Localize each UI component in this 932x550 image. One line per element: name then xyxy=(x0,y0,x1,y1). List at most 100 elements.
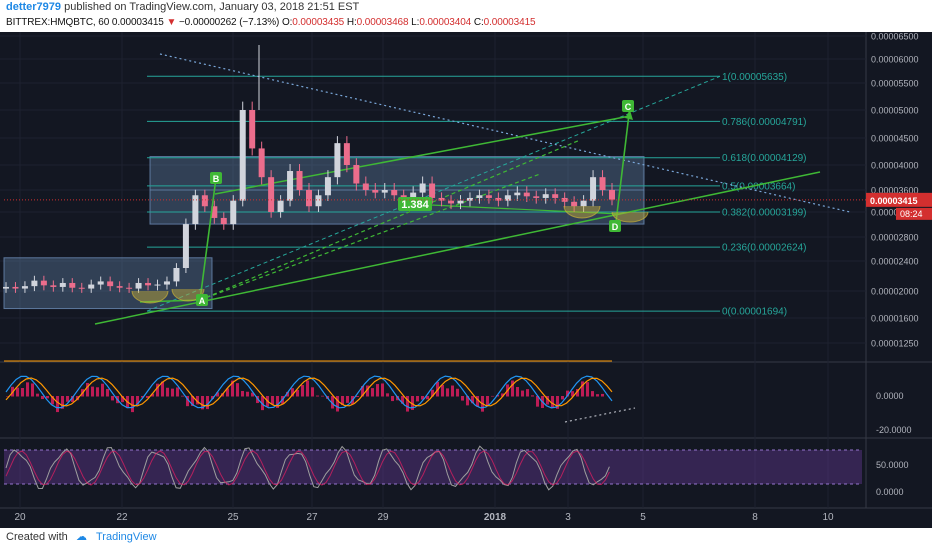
trend-lines xyxy=(94,53,851,325)
macd-histogram-bar xyxy=(511,380,514,397)
candle-body xyxy=(192,195,199,225)
candle-body xyxy=(40,280,47,286)
macd-histogram-bar xyxy=(51,396,54,405)
fib-level-label: 0(0.00001694) xyxy=(722,307,787,318)
macd-histogram-bar xyxy=(106,388,109,397)
macd-histogram-bar xyxy=(321,395,324,397)
macd-histogram-bar xyxy=(601,393,604,397)
macd-histogram-bar xyxy=(121,396,124,403)
macd-tick-label: -20.0000 xyxy=(876,425,912,435)
candle-body xyxy=(495,197,502,201)
candle-body xyxy=(21,286,28,289)
candle-body xyxy=(249,110,256,149)
price-axis[interactable]: 0.00006500 0.00006000 0.00005500 0.00005000… xyxy=(871,32,919,497)
fib-level-label: 1(0.00005635) xyxy=(722,72,787,83)
candle-body xyxy=(126,287,133,289)
macd-histogram-bar xyxy=(251,392,254,397)
candle-body xyxy=(277,200,284,212)
candle-body xyxy=(239,110,246,201)
macd-histogram-bar xyxy=(361,386,364,397)
macd-histogram-bar xyxy=(516,387,519,397)
close-value: 0.00003415 xyxy=(483,17,536,28)
macd-histogram-bar xyxy=(156,383,159,397)
macd-histogram-bar xyxy=(91,386,94,397)
macd-histogram-bar xyxy=(556,396,559,409)
point-label-bg xyxy=(609,220,621,232)
macd-histogram-bar xyxy=(146,396,149,398)
tradingview-brand[interactable]: TradingView xyxy=(96,531,157,543)
time-tick-label: 25 xyxy=(227,512,239,523)
macd-tick-label: 0.0000 xyxy=(876,391,904,401)
macd-histogram-bar xyxy=(451,385,454,397)
candle-body xyxy=(12,286,19,289)
point-label-bg xyxy=(622,100,634,112)
candle-body xyxy=(457,200,464,204)
candle-body xyxy=(116,286,123,288)
macd-pane xyxy=(4,360,636,423)
macd-histogram-bar xyxy=(111,396,114,401)
macd-histogram-bar xyxy=(231,380,234,397)
symbol-label: BITTREX:HMQBTC, 60 xyxy=(6,17,110,28)
chart-area[interactable]: 1(0.00005635) 0.786(0.00004791) 0.618(0.00… xyxy=(0,32,932,528)
candle-body xyxy=(609,190,615,200)
stoch-rsi-band xyxy=(4,449,862,485)
candle-body xyxy=(220,217,227,225)
stoch-overbought-band xyxy=(4,450,862,484)
macd-histogram-bar xyxy=(336,396,339,412)
macd-histogram-bar xyxy=(391,396,394,402)
macd-histogram-bar xyxy=(196,396,199,405)
consolidation-boxes xyxy=(3,156,645,310)
macd-histogram-bar xyxy=(531,395,534,397)
macd-histogram-bar xyxy=(206,396,209,410)
candle-body xyxy=(381,190,388,193)
pattern-point-label: C xyxy=(625,102,632,112)
abcd-pattern: A B C D 1.384 xyxy=(131,100,649,306)
lower-channel-dashed xyxy=(199,173,541,301)
macd-histogram-bar xyxy=(6,396,9,397)
candle-body xyxy=(145,282,152,286)
macd-histogram-bar xyxy=(166,387,169,397)
arrow-icon xyxy=(625,110,633,120)
candle-body xyxy=(230,200,237,225)
candle-body xyxy=(306,190,312,207)
author-name[interactable]: detter7979 xyxy=(6,1,62,13)
candle-body xyxy=(533,196,540,198)
candle-body xyxy=(419,183,426,193)
price-tick-label: 0.00003600 xyxy=(871,186,919,196)
macd-histogram-bar xyxy=(371,388,374,397)
countdown-label: 08:24 xyxy=(900,209,923,219)
macd-histogram-bar xyxy=(306,380,309,397)
macd-histogram-bar xyxy=(261,396,264,411)
chart-svg[interactable]: 1(0.00005635) 0.786(0.00004791) 0.618(0.00… xyxy=(0,32,932,528)
macd-histogram-bar xyxy=(466,396,469,406)
macd-histogram-bar xyxy=(101,383,104,397)
candle-body xyxy=(391,190,398,196)
macd-histogram-bar xyxy=(596,394,599,397)
macd-histogram-bar xyxy=(446,388,449,397)
stoch-tick-label: 0.0000 xyxy=(876,487,904,497)
macd-histogram-bar xyxy=(21,387,24,397)
macd-histogram-bar xyxy=(566,390,569,397)
fib-level-label: 0.382(0.00003199) xyxy=(722,208,807,219)
created-with-text: Created with xyxy=(6,531,68,543)
candle-body xyxy=(287,171,294,201)
price-tick-label: 0.00006500 xyxy=(871,32,919,42)
macd-histogram-bar xyxy=(16,387,19,397)
macd-histogram-bar xyxy=(571,391,574,397)
candle-body xyxy=(362,183,369,190)
low-value: 0.00003404 xyxy=(419,17,472,28)
candle-body xyxy=(201,195,208,207)
time-axis[interactable]: 20 22 25 27 29 2018 3 5 8 10 xyxy=(14,512,834,523)
tradingview-logo-icon[interactable]: ☁ xyxy=(76,531,87,543)
time-tick-label: 22 xyxy=(116,512,128,523)
macd-histogram-bar xyxy=(461,396,464,401)
candle-body xyxy=(571,201,578,207)
macd-histogram-bar xyxy=(356,396,359,397)
macd-histogram-bar xyxy=(341,396,344,406)
candle-body xyxy=(523,192,530,197)
price-tick-label: 0.00005000 xyxy=(871,106,919,116)
candle-body xyxy=(400,195,407,198)
stoch-tick-label: 50.0000 xyxy=(876,460,909,470)
time-tick-label: 27 xyxy=(306,512,318,523)
macd-histogram-bar xyxy=(186,396,189,407)
